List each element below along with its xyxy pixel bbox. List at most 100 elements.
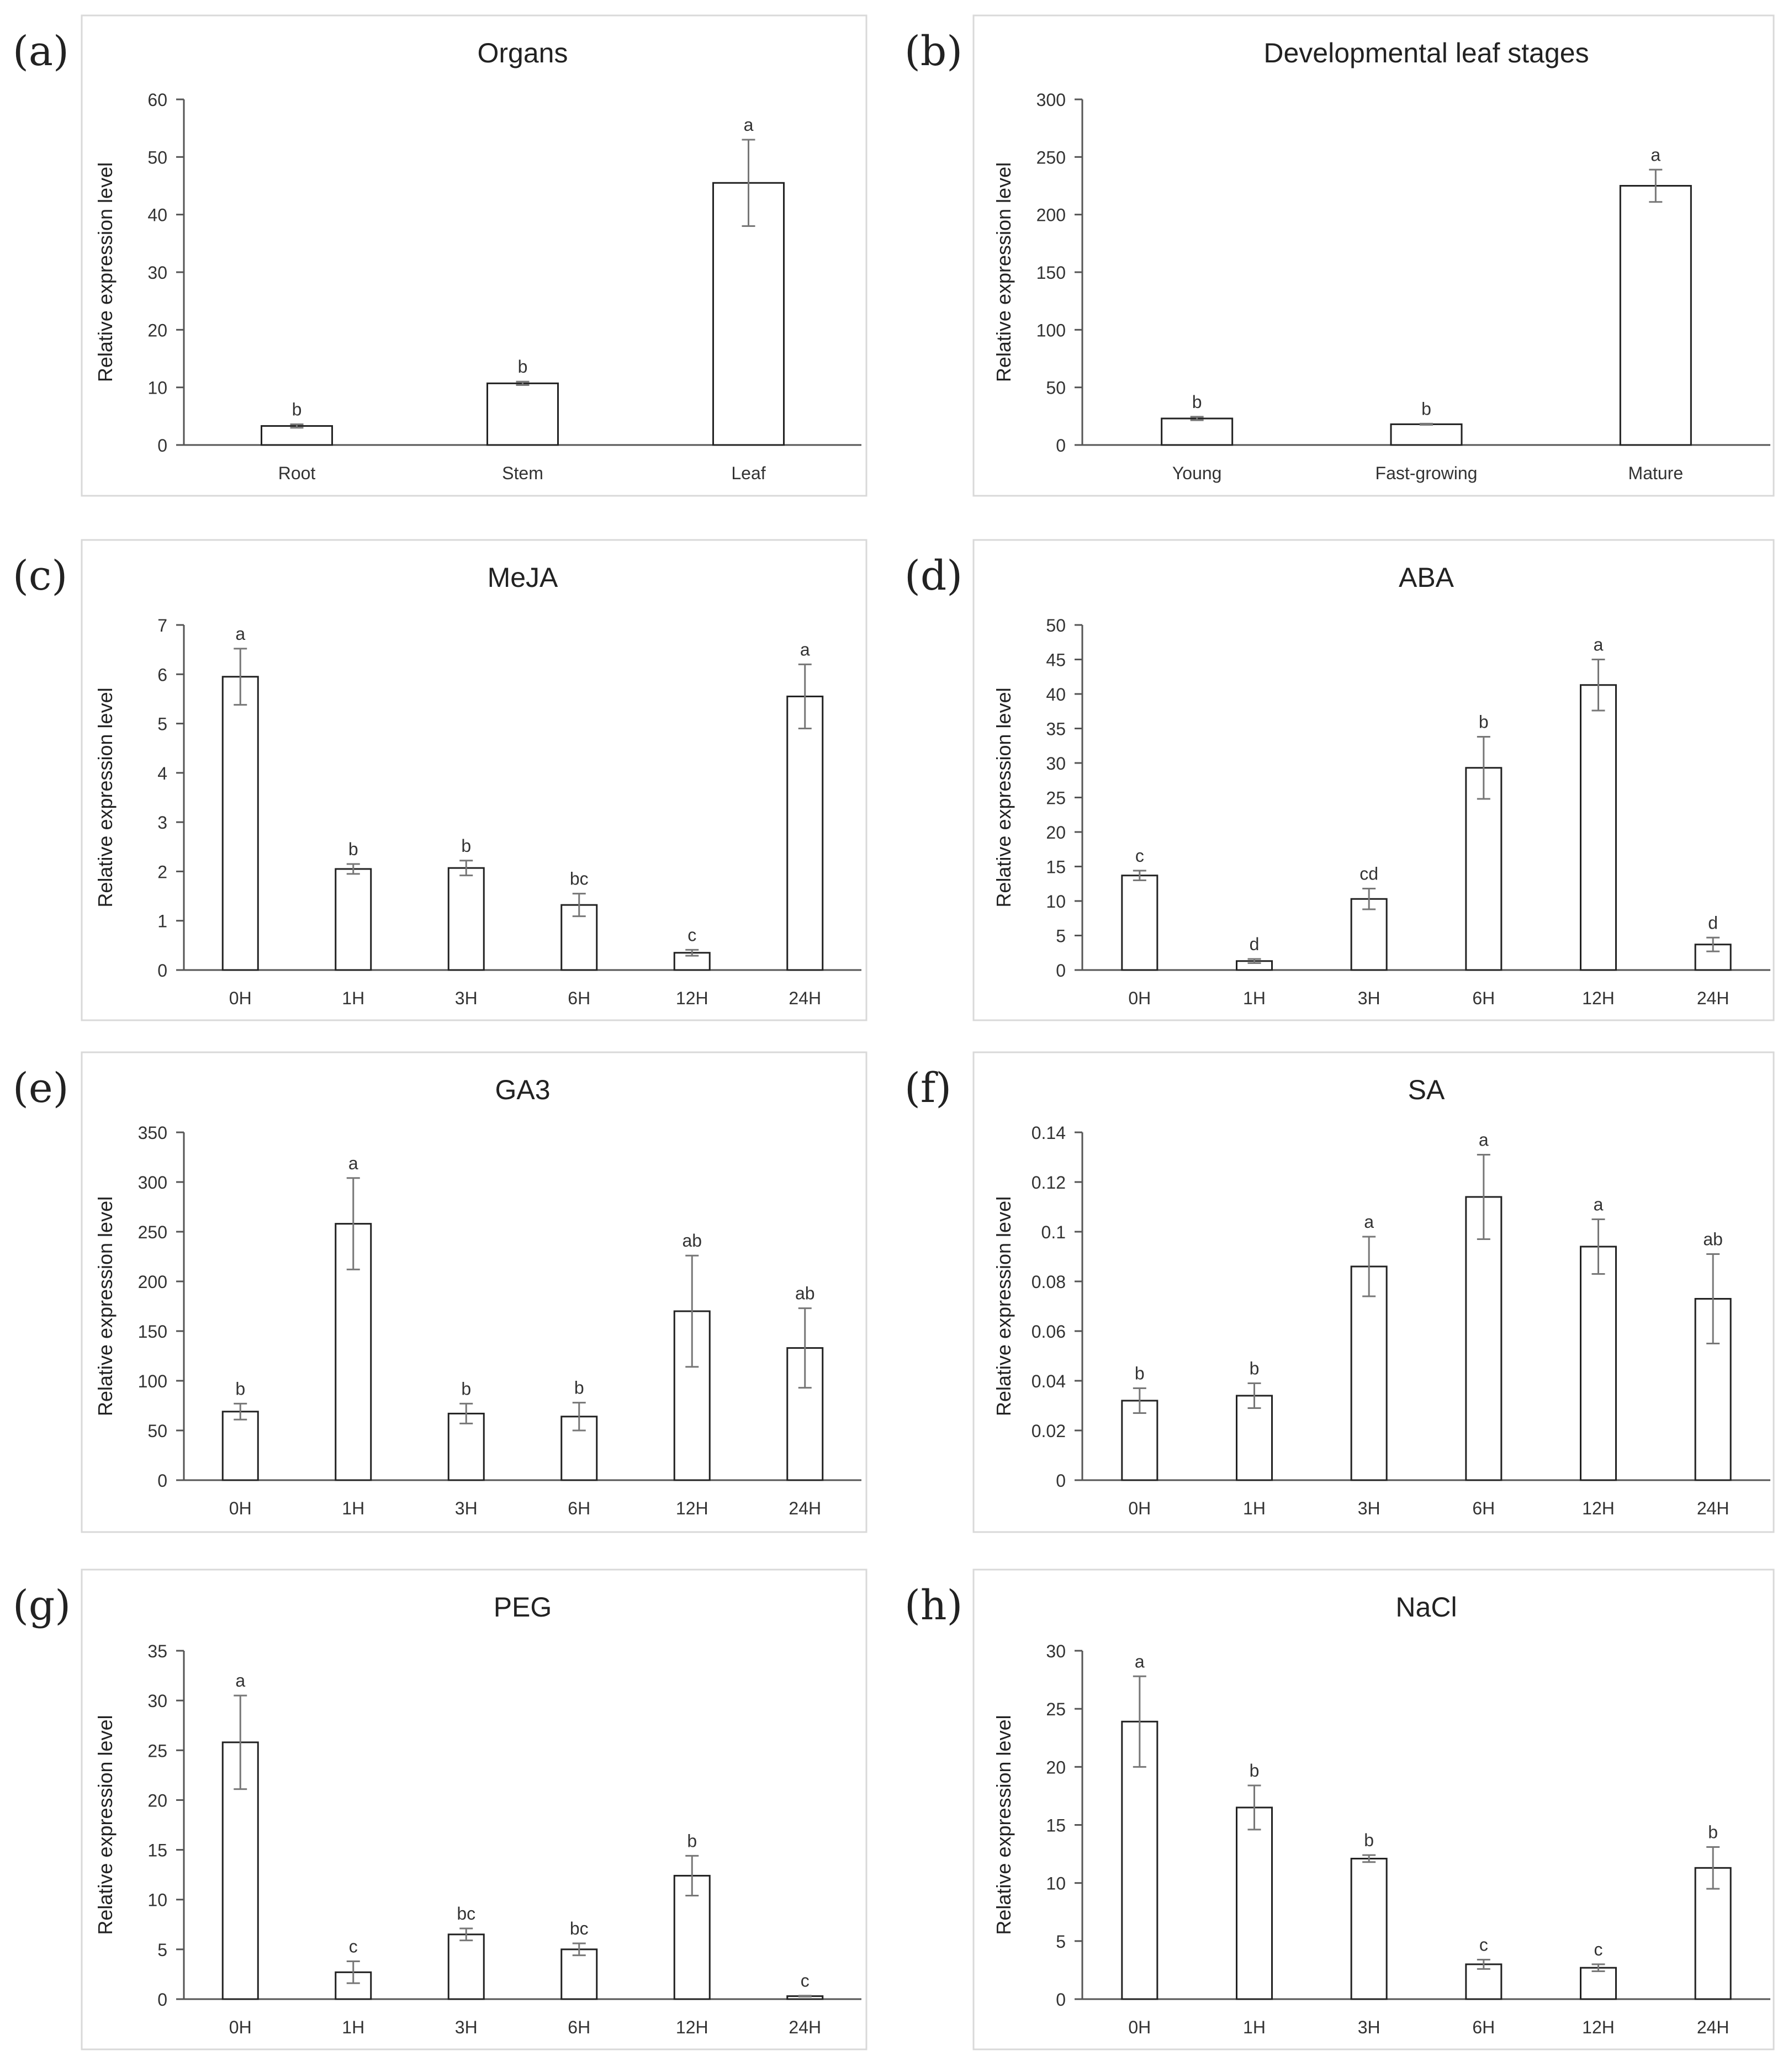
bar <box>447 1412 485 1481</box>
y-tick-label: 45 <box>1046 650 1066 670</box>
bar <box>1580 1246 1617 1481</box>
significance-letter: a <box>1364 1212 1374 1232</box>
y-tick-label: 35 <box>147 1641 167 1661</box>
bar <box>221 676 259 971</box>
y-tick-label: 3 <box>157 813 167 833</box>
x-tick-label: 0H <box>229 2017 252 2037</box>
y-tick-label: 0.08 <box>1031 1272 1066 1292</box>
y-tick-label: 35 <box>1046 719 1066 739</box>
x-tick-label: 0H <box>1128 1498 1151 1518</box>
x-tick-label: Root <box>278 463 316 483</box>
y-tick-label: 150 <box>138 1322 167 1342</box>
bar <box>335 868 372 971</box>
x-tick-label: 1H <box>1243 1498 1266 1518</box>
significance-letter: a <box>1594 1195 1604 1215</box>
bar <box>1580 684 1617 971</box>
significance-letter: b <box>235 1379 245 1398</box>
chart-title: GA3 <box>495 1074 550 1105</box>
chart-panel-6: (f) SA 0 0.02 0.04 0.06 0.08 0.1 0.12 0.14 Relativ… <box>904 1051 1775 1533</box>
bar <box>261 425 333 446</box>
bar <box>1350 898 1388 971</box>
bar <box>786 695 824 971</box>
significance-letter: a <box>800 639 810 659</box>
bar <box>673 1874 711 2000</box>
chart-title: Developmental leaf stages <box>1263 38 1589 68</box>
significance-letter: b <box>461 1379 471 1398</box>
chart-title: SA <box>1408 1074 1445 1105</box>
bar <box>1121 875 1159 971</box>
significance-letter: b <box>348 839 358 859</box>
panel-label: (b) <box>904 28 962 75</box>
panel-label: (g) <box>13 1582 71 1629</box>
significance-letter: b <box>461 836 471 856</box>
x-tick-label: 24H <box>789 2017 821 2037</box>
panel-label: (h) <box>904 1582 962 1629</box>
bar <box>1694 1298 1732 1481</box>
y-tick-label: 5 <box>1056 926 1066 946</box>
y-tick-label: 100 <box>138 1371 167 1391</box>
y-tick-label: 0.1 <box>1041 1222 1066 1242</box>
significance-letter: b <box>687 1831 697 1851</box>
bar <box>1236 1395 1273 1481</box>
significance-letter: a <box>1479 1130 1489 1150</box>
x-tick-label: Young <box>1172 463 1222 483</box>
x-tick-label: 1H <box>1243 988 1266 1008</box>
y-tick-label: 30 <box>147 263 167 283</box>
x-tick-label: Fast-growing <box>1376 463 1478 483</box>
significance-letter: cd <box>1359 864 1378 884</box>
significance-letter: d <box>1708 913 1718 932</box>
x-tick-label: Leaf <box>731 463 765 483</box>
y-tick-label: 0 <box>157 1471 167 1491</box>
y-tick-label: 15 <box>1046 857 1066 877</box>
y-tick-label: 25 <box>1046 788 1066 808</box>
bar <box>1350 1265 1388 1481</box>
y-tick-label: 10 <box>147 378 167 398</box>
y-tick-label: 50 <box>147 147 167 167</box>
x-tick-label: 12H <box>1582 988 1615 1008</box>
x-tick-label: 12H <box>676 988 708 1008</box>
y-tick-label: 10 <box>1046 892 1066 912</box>
y-tick-label: 0 <box>1056 1990 1066 2010</box>
significance-letter: a <box>348 1153 358 1173</box>
significance-letter: b <box>1364 1830 1374 1850</box>
significance-letter: b <box>1421 399 1431 418</box>
x-tick-label: Mature <box>1628 463 1684 483</box>
x-tick-label: 24H <box>1697 988 1729 1008</box>
significance-letter: b <box>518 357 528 377</box>
significance-letter: a <box>744 115 754 135</box>
y-axis-label: Relative expression level <box>992 1196 1015 1416</box>
x-tick-label: 0H <box>1128 2017 1151 2037</box>
chart-title: MeJA <box>488 562 558 593</box>
y-tick-label: 250 <box>138 1222 167 1242</box>
x-tick-label: 6H <box>568 2017 590 2037</box>
y-tick-label: 200 <box>1036 205 1066 225</box>
y-tick-label: 0 <box>157 961 167 981</box>
bar <box>447 1933 485 2000</box>
significance-letter: a <box>1135 1651 1145 1671</box>
x-tick-label: 6H <box>1472 2017 1495 2037</box>
bar <box>1390 423 1463 446</box>
x-tick-label: 0H <box>229 988 252 1008</box>
y-tick-label: 10 <box>1046 1874 1066 1894</box>
significance-letter: b <box>292 399 302 419</box>
significance-letter: b <box>1192 392 1202 412</box>
y-tick-label: 60 <box>147 90 167 110</box>
y-tick-label: 50 <box>147 1421 167 1441</box>
significance-letter: a <box>1594 635 1604 655</box>
chart-panel-8: (h) NaCl 0 5 10 15 20 25 30 Relative expression l… <box>904 1568 1775 2050</box>
x-tick-label: 24H <box>789 988 821 1008</box>
x-tick-label: 24H <box>1697 2017 1729 2037</box>
x-tick-label: 24H <box>1697 1498 1729 1518</box>
significance-letter: d <box>1250 934 1260 954</box>
x-tick-label: 6H <box>1472 1498 1495 1518</box>
y-tick-label: 20 <box>147 1790 167 1810</box>
y-axis-label: Relative expression level <box>992 1715 1015 1935</box>
bar <box>560 1948 598 2000</box>
y-axis-label: Relative expression level <box>992 162 1015 382</box>
y-tick-label: 10 <box>147 1890 167 1910</box>
panel-label: (e) <box>13 1064 69 1112</box>
bar <box>1465 767 1503 971</box>
significance-letter: b <box>1250 1761 1260 1780</box>
y-tick-label: 5 <box>1056 1932 1066 1952</box>
significance-letter: b <box>1135 1364 1145 1384</box>
